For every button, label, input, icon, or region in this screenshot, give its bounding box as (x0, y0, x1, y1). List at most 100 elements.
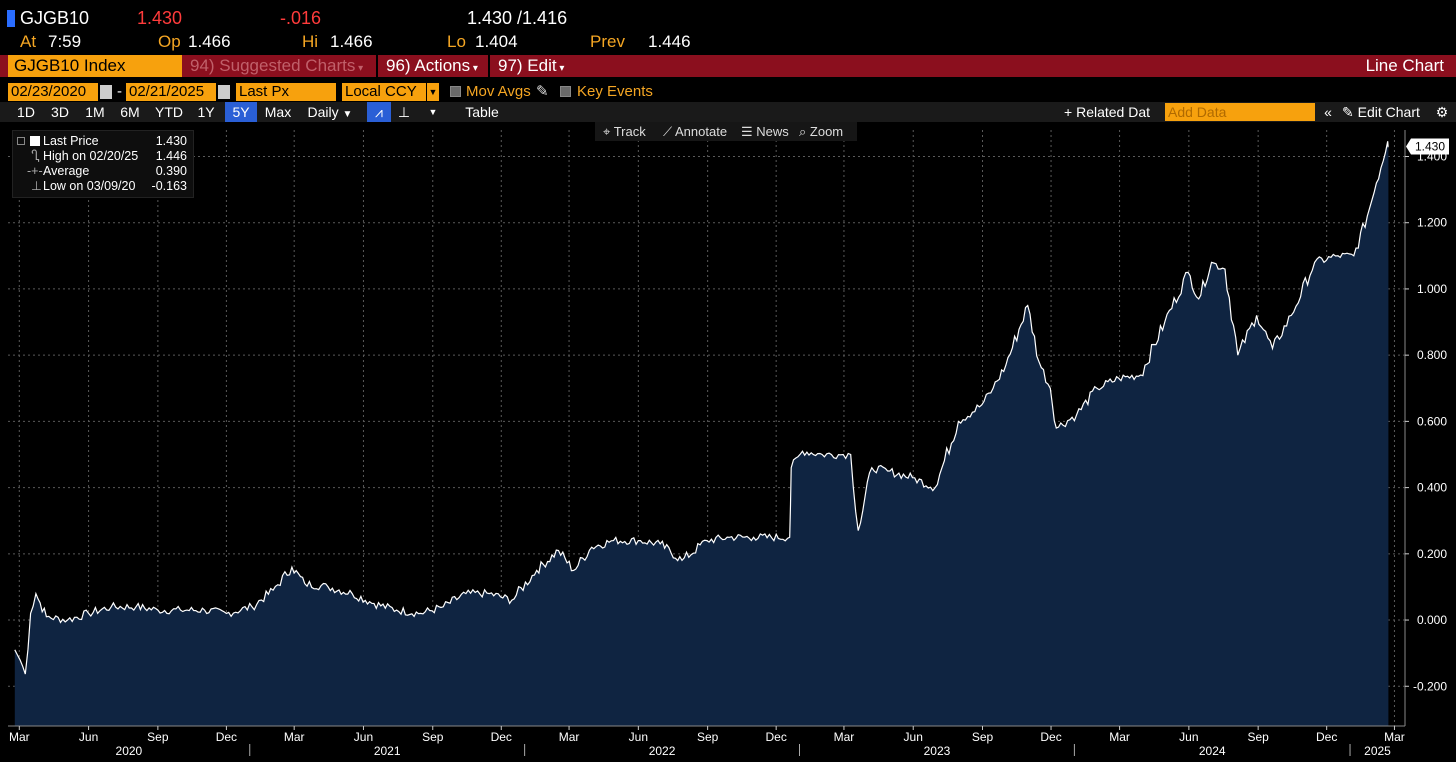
legend-row-average: -+- Average 0.390 (13, 164, 193, 179)
low-value: 1.404 (475, 32, 518, 51)
bid-ask: 1.430 /1.416 (467, 8, 568, 28)
start-date-field[interactable]: 02/23/2020 (8, 83, 98, 101)
month-tick-label: Mar (9, 730, 30, 744)
end-date-field[interactable]: 02/21/2025 (126, 83, 216, 101)
month-tick-label: Mar (1109, 730, 1130, 744)
last-value-badge (1406, 138, 1449, 155)
collapse-icon[interactable]: « (1324, 104, 1332, 120)
x-axis: Mar Jun Sep Dec Mar Jun Sep Dec Mar Jun Sep Dec Mar J… (9, 726, 1405, 758)
prev-label: Prev (590, 32, 625, 51)
y-tick-label: -0.200 (1413, 679, 1447, 693)
year-label: 2025 (1364, 744, 1391, 758)
actions-menu[interactable]: 96) Actions ▾ (386, 56, 478, 75)
chevron-down-icon[interactable]: ▼ (428, 107, 438, 117)
related-data-button[interactable]: + Related Dat (1064, 104, 1151, 120)
y-tick-label: 0.000 (1417, 613, 1447, 627)
legend-value: 1.430 (155, 134, 187, 148)
field-select[interactable]: Last Px (236, 83, 336, 101)
legend-value: 0.390 (155, 164, 187, 178)
suggested-charts-menu[interactable]: 94) Suggested Charts ▾ (190, 56, 364, 75)
collapse-icon[interactable] (17, 137, 25, 145)
month-tick-label: Jun (79, 730, 98, 744)
month-tick-label: Dec (491, 730, 512, 744)
quote-header: GJGB10 1.430 -.016 1.430 /1.416 (0, 6, 1456, 30)
legend: Last Price 1.430 Ⴂ High on 02/20/25 1.44… (12, 130, 194, 198)
y-tick-label: 1.000 (1417, 282, 1447, 296)
chart-toolbar: ⌖ Track ⟋ Annotate ☰ News ⌕ Zoom (595, 122, 857, 141)
month-tick-label: Mar (834, 730, 855, 744)
legend-label: Last Price (43, 134, 99, 148)
key-events-checkbox[interactable] (560, 86, 571, 97)
add-data-input[interactable]: Add Data (1165, 103, 1315, 121)
period-1d[interactable]: 1D (17, 104, 35, 120)
calendar-icon[interactable] (100, 85, 112, 99)
month-tick-label: Dec (216, 730, 237, 744)
suggested-charts-label: 94) Suggested Charts (190, 56, 356, 75)
last-price: 1.430 (137, 8, 183, 28)
gear-icon[interactable]: ⚙ (1435, 104, 1449, 120)
mov-avgs-checkbox[interactable] (450, 86, 461, 97)
frequency-label: Daily (307, 104, 339, 120)
frequency-select[interactable]: Daily ▼ (307, 104, 353, 120)
table-button[interactable]: Table (465, 104, 499, 120)
period-6m[interactable]: 6M (120, 104, 140, 120)
month-tick-label: Jun (629, 730, 648, 744)
track-button[interactable]: ⌖ Track (603, 124, 646, 139)
month-tick-label: Jun (354, 730, 373, 744)
legend-label: High on 02/20/25 (43, 149, 139, 163)
y-tick-label: 0.200 (1417, 547, 1447, 561)
at-value: 7:59 (48, 32, 82, 51)
track-label: Track (613, 124, 646, 139)
price-line (14, 141, 1389, 675)
y-tick-label: 0.400 (1417, 481, 1447, 495)
y-tick-label: 0.800 (1417, 348, 1447, 362)
line-chart-icon[interactable]: ⩘ (367, 102, 391, 122)
month-tick-label: Sep (147, 730, 169, 744)
candle-chart-icon[interactable]: ⊥ (397, 104, 411, 120)
month-tick-label: Jun (904, 730, 923, 744)
month-tick-label: Sep (1247, 730, 1269, 744)
date-range-dash: - (117, 83, 122, 100)
y-axis-panel (1405, 130, 1456, 732)
ticker: GJGB10 (20, 8, 90, 28)
period-max[interactable]: Max (264, 104, 292, 120)
net-change: -.016 (280, 8, 322, 28)
open-value: 1.466 (188, 32, 231, 51)
edit-label: 97) Edit (498, 56, 557, 75)
y-tick-label: 0.600 (1417, 414, 1447, 428)
currency-select[interactable]: Local CCY (342, 83, 426, 101)
edit-menu[interactable]: 97) Edit ▾ (498, 56, 565, 75)
news-button[interactable]: ☰ News (741, 124, 789, 139)
menu-separator (376, 55, 378, 77)
year-label: 2022 (649, 744, 676, 758)
year-label: 2020 (116, 744, 143, 758)
prev-value: 1.446 (648, 32, 691, 51)
open-label: Op (158, 32, 181, 51)
pencil-icon[interactable]: ✎ (536, 83, 549, 100)
price-chart[interactable]: 1.4001.2001.0000.8000.6000.4000.2000.000… (0, 130, 1456, 762)
calendar-icon[interactable] (218, 85, 230, 99)
month-tick-label: Sep (422, 730, 444, 744)
annotate-button[interactable]: ⟋ Annotate (663, 124, 728, 139)
zoom-button[interactable]: ⌕ Zoom (799, 124, 844, 139)
edit-chart-button[interactable]: ✎ Edit Chart (1342, 104, 1420, 120)
chevron-down-icon[interactable]: ▼ (427, 83, 439, 101)
mov-avgs-label: Mov Avgs (466, 83, 531, 100)
news-label: News (756, 124, 789, 139)
legend-row-low: ⊥ Low on 03/09/20 -0.163 (13, 179, 193, 194)
price-area (14, 141, 1389, 727)
actions-label: 96) Actions (386, 56, 471, 75)
month-tick-label: Dec (765, 730, 786, 744)
last-value-marker: 1.430 (1406, 138, 1449, 155)
period-1y[interactable]: 1Y (197, 104, 215, 120)
security-field[interactable]: GJGB10 Index (8, 55, 182, 77)
period-5y[interactable]: 5Y (225, 102, 257, 122)
zoom-label: Zoom (809, 124, 844, 139)
ticker-marker (7, 10, 15, 27)
period-controls: 1D 3D 1M 6M YTD 1Y 5Y Max Daily ▼ ⩘ ⊥ ▼ … (0, 102, 1456, 122)
related-data-label: Related Dat (1076, 104, 1151, 120)
period-1m[interactable]: 1M (85, 104, 105, 120)
period-ytd[interactable]: YTD (155, 104, 183, 120)
period-3d[interactable]: 3D (51, 104, 69, 120)
month-tick-label: Sep (697, 730, 719, 744)
